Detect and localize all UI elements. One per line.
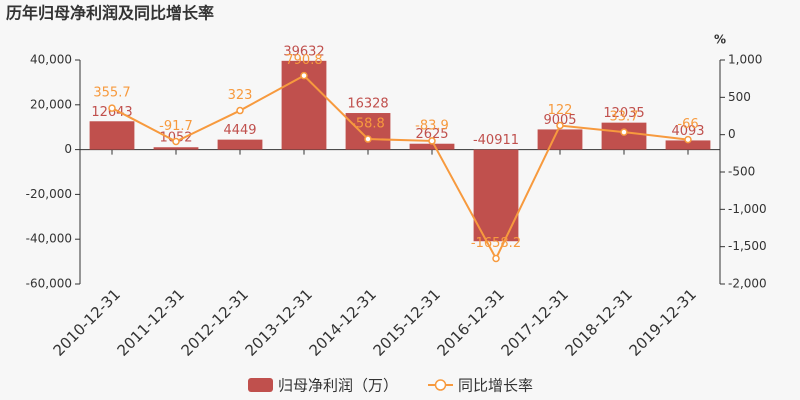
line-value-label: 323 xyxy=(228,88,253,103)
bar xyxy=(345,113,391,150)
bar-value-label: 2625 xyxy=(415,127,448,142)
line-point xyxy=(556,121,564,130)
line-point xyxy=(300,71,308,80)
bar-value-label: 4449 xyxy=(223,123,256,138)
y2-unit: % xyxy=(714,33,726,47)
y2-tick-label: 1,000 xyxy=(728,53,762,67)
line-point xyxy=(620,128,628,136)
bar-value-label: 12035 xyxy=(603,106,644,121)
line-value-label: 790.8 xyxy=(285,53,322,68)
y-tick-label: -60,000 xyxy=(26,277,72,291)
line-value-label: 355.7 xyxy=(93,86,130,101)
bar xyxy=(217,139,263,150)
bar-value-label: 39632 xyxy=(283,44,324,59)
line-point xyxy=(364,135,372,143)
y-tick-label: 40,000 xyxy=(30,53,72,67)
line xyxy=(111,74,689,261)
line-value-label: 33.7 xyxy=(610,110,639,125)
line-point xyxy=(492,254,500,263)
y2-tick-label: -500 xyxy=(728,165,755,179)
y2-tick-label: -2,000 xyxy=(728,277,767,291)
x-tick-label: 2019-12-31 xyxy=(626,285,700,359)
line-point xyxy=(236,106,244,115)
y-tick-label: 0 xyxy=(64,142,72,156)
y2-tick-label: -1,500 xyxy=(728,239,767,253)
x-tick-label: 2018-12-31 xyxy=(562,285,636,359)
line-value-label: -58.8 xyxy=(351,117,385,132)
x-tick-label: 2016-12-31 xyxy=(434,285,508,359)
bar-value-label: -40911 xyxy=(473,133,519,148)
line-point xyxy=(684,135,692,144)
bar-value-label: 12643 xyxy=(91,105,132,120)
x-tick-label: 2013-12-31 xyxy=(242,285,316,359)
x-tick-label: 2011-12-31 xyxy=(114,285,188,359)
y-tick-label: -20,000 xyxy=(26,187,72,201)
legend-label: 归母净利润（万） xyxy=(278,377,398,395)
y-tick-label: -40,000 xyxy=(26,232,72,246)
legend-label: 同比增长率 xyxy=(458,377,533,395)
line-point xyxy=(172,137,180,146)
bar xyxy=(665,140,711,150)
line-point xyxy=(428,137,436,145)
y2-tick-label: 500 xyxy=(728,90,751,104)
y2-tick-label: -1,000 xyxy=(728,202,767,216)
bar-value-label: 9005 xyxy=(543,113,576,128)
bar-value-label: 16328 xyxy=(347,97,388,112)
x-tick-label: 2017-12-31 xyxy=(498,285,572,359)
x-tick-label: 2015-12-31 xyxy=(370,285,444,359)
x-tick-label: 2010-12-31 xyxy=(50,285,124,359)
legend-swatch xyxy=(248,378,273,392)
line-value-label: -1658.2 xyxy=(471,236,521,251)
bar xyxy=(89,121,135,150)
x-tick-label: 2012-12-31 xyxy=(178,285,252,359)
line-value-label: 122 xyxy=(548,103,573,118)
bar xyxy=(537,129,583,150)
bar xyxy=(409,143,455,150)
line-value-label: -91.7 xyxy=(159,119,193,134)
line-value-label: -66 xyxy=(677,117,698,132)
x-tick-label: 2014-12-31 xyxy=(306,285,380,359)
line-point xyxy=(108,104,116,112)
bar xyxy=(601,122,647,150)
y-tick-label: 20,000 xyxy=(30,97,72,111)
y2-tick-label: 0 xyxy=(728,127,736,141)
bar xyxy=(153,147,199,150)
bar-value-label: 4093 xyxy=(671,124,704,139)
legend-swatch xyxy=(434,379,447,391)
line-value-label: -83.9 xyxy=(415,118,449,133)
chart-title: 历年归母净利润及同比增长率 xyxy=(6,4,214,23)
